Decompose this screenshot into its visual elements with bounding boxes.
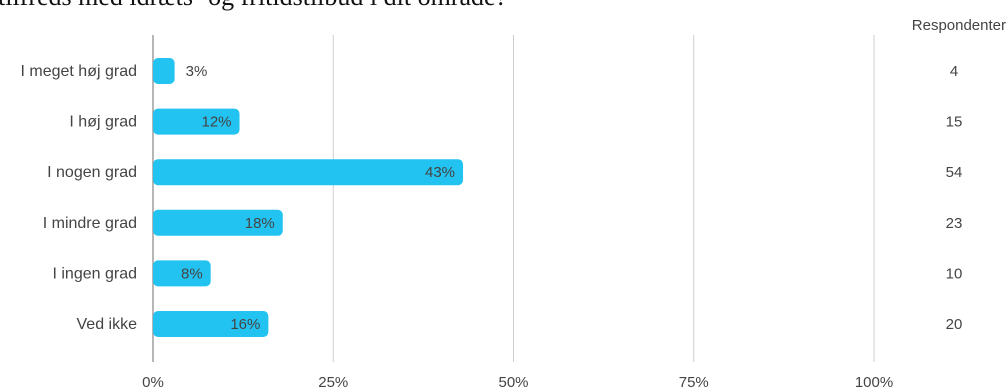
respondent-count: 23 [946, 215, 963, 232]
category-labels: I meget høj grad I høj grad I nogen grad I … [21, 63, 138, 333]
x-tick-label: 25% [318, 374, 348, 390]
category-label: I nogen grad [47, 164, 137, 181]
bar [153, 260, 211, 287]
x-tick-labels: 0% 25% 50% 75% 100% [142, 374, 893, 390]
gridlines [152, 35, 875, 362]
category-label: I mindre grad [43, 215, 137, 232]
value-labels: 3% 12% 43% 18% 8% 16% [181, 63, 455, 333]
x-tick-label: 50% [498, 374, 528, 390]
respondents-header: Respondenter [912, 17, 1006, 34]
value-label: 8% [181, 265, 203, 282]
bar [153, 159, 464, 186]
category-label: I ingen grad [52, 265, 137, 282]
respondent-count: 4 [950, 63, 958, 80]
bar [153, 311, 269, 337]
x-tick-label: 0% [142, 374, 164, 390]
x-tick-label: 100% [855, 374, 893, 390]
bar [153, 209, 283, 236]
value-label: 18% [245, 215, 275, 232]
category-label: I meget høj grad [21, 63, 138, 80]
category-label: I høj grad [69, 114, 137, 131]
respondent-count: 54 [946, 164, 963, 181]
bar [153, 108, 240, 135]
x-tick-label: 75% [679, 374, 709, 390]
value-label: 43% [425, 164, 455, 181]
category-label: Ved ikke [77, 316, 138, 333]
respondent-count: 15 [946, 114, 963, 131]
bars [153, 58, 464, 337]
respondent-count: 20 [946, 316, 963, 333]
value-label: 12% [201, 114, 231, 131]
chart-title: tilfreds med idræts- og fritidstilbud i … [0, 0, 1008, 12]
respondent-counts: 4 15 54 23 10 20 [946, 63, 963, 333]
bar [153, 58, 175, 84]
value-label: 3% [186, 63, 208, 80]
value-label: 16% [230, 316, 260, 333]
respondent-count: 10 [946, 265, 963, 282]
